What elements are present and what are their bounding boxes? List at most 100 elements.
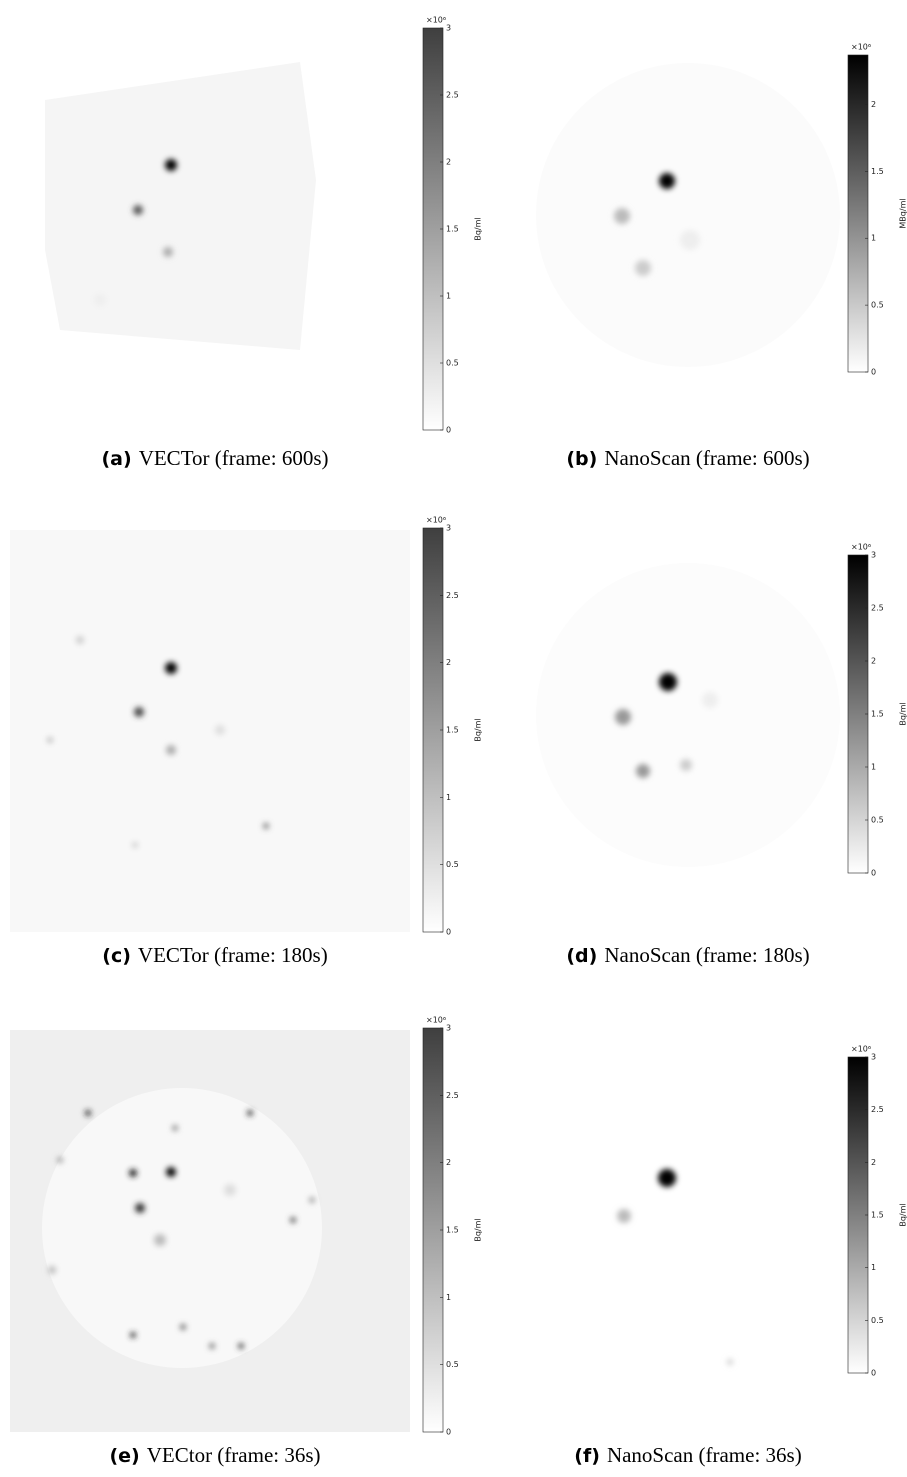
hotspot [615, 709, 631, 725]
colorbar-label: MBq/ml [899, 198, 907, 228]
caption-text: NanoScan (frame: 600s) [604, 446, 809, 470]
hotspot [680, 230, 700, 250]
hotspot [658, 1169, 676, 1187]
scan-image [42, 1088, 322, 1368]
caption-label: (e) [109, 1445, 139, 1467]
colorbar-tick-label: 1 [446, 1293, 451, 1302]
hotspot [133, 205, 143, 215]
hotspot [224, 1184, 236, 1196]
hotspot [130, 1332, 136, 1338]
colorbar-tick-label: 1.5 [446, 225, 459, 234]
colorbar-exponent: ×10⁶ [426, 16, 446, 25]
hotspot [132, 842, 138, 848]
colorbar-tick-label: 3 [446, 1024, 451, 1033]
colorbar-tick-label: 2.5 [446, 591, 459, 600]
colorbar-tick-label: 1.5 [871, 1211, 884, 1220]
colorbar-tick-label: 1.5 [871, 710, 884, 719]
colorbar-tick-label: 0.5 [871, 301, 884, 310]
hotspot [209, 1343, 215, 1349]
colorbar-tick-label: 1.5 [446, 726, 459, 735]
hotspot [154, 1234, 166, 1246]
caption-label: (f) [574, 1445, 600, 1467]
colorbar-exponent: ×10⁶ [851, 43, 871, 52]
colorbar-label: Bq/ml [474, 1218, 483, 1241]
caption: (f) NanoScan (frame: 36s) [574, 1443, 801, 1467]
colorbar-exponent: ×10⁶ [851, 1045, 871, 1054]
colorbar-tick-label: 0.5 [446, 1360, 459, 1369]
colorbar-tick-label: 2.5 [871, 1105, 884, 1114]
caption-text: VECTor (frame: 600s) [139, 446, 329, 470]
hotspot [702, 692, 718, 708]
colorbar-tick-label: 0 [871, 869, 876, 878]
hotspots [47, 159, 733, 1365]
hotspot [614, 208, 630, 224]
colorbar-tick-label: 1 [871, 1263, 876, 1272]
hotspot [48, 1266, 56, 1274]
colorbar-tick-label: 1 [446, 292, 451, 301]
hotspot [180, 1324, 186, 1330]
colorbar-exponent: ×10⁶ [851, 543, 871, 552]
colorbar-tick-label: 2 [871, 657, 876, 666]
hotspot [215, 725, 225, 735]
colorbar-tick-label: 1 [446, 793, 451, 802]
colorbar-tick-label: 1 [871, 234, 876, 243]
caption: (d) NanoScan (frame: 180s) [566, 943, 809, 967]
caption-label: (c) [102, 945, 131, 967]
colorbar-tick-label: 2 [446, 1158, 451, 1167]
hotspot [263, 823, 269, 829]
colorbar-exponent: ×10⁶ [426, 516, 446, 525]
colorbar-tick-label: 2.5 [446, 91, 459, 100]
hotspot [134, 707, 144, 717]
caption-label: (d) [566, 945, 597, 967]
colorbar-tick-label: 1 [871, 763, 876, 772]
caption: (c) VECTor (frame: 180s) [102, 943, 327, 967]
colorbar-tick-label: 2.5 [871, 604, 884, 613]
colorbar-tick-label: 0.5 [446, 359, 459, 368]
hotspot [166, 1167, 176, 1177]
hotspot [165, 159, 177, 171]
colorbar-tick-label: 1.5 [446, 1226, 459, 1235]
colorbar-label: Bq/ml [474, 718, 483, 741]
hotspot [309, 1197, 315, 1203]
colorbar-tick-label: 3 [871, 1053, 876, 1062]
colorbar-tick-label: 0 [446, 1428, 451, 1437]
hotspot [94, 294, 106, 306]
colorbar-tick-label: 2 [871, 1158, 876, 1167]
colorbar-tick-label: 2 [871, 100, 876, 109]
colorbar-tick-label: 0 [446, 928, 451, 937]
colorbar-tick-label: 0.5 [871, 1316, 884, 1325]
caption-text: VECTor (frame: 180s) [138, 943, 328, 967]
colorbar-tick-label: 0 [871, 368, 876, 377]
hotspot [47, 737, 53, 743]
caption: (e) VECtor (frame: 36s) [109, 1443, 320, 1467]
hotspot [635, 260, 651, 276]
colorbar-label: Bq/ml [899, 1203, 907, 1226]
hotspot [172, 1125, 178, 1131]
hotspot [166, 745, 176, 755]
hotspot [659, 173, 675, 189]
caption-text: VECtor (frame: 36s) [147, 1443, 321, 1467]
scan-image [536, 563, 840, 867]
caption-label: (a) [101, 448, 131, 470]
colorbar-label: Bq/ml [899, 702, 907, 725]
hotspot [659, 673, 677, 691]
caption-text: NanoScan (frame: 180s) [604, 943, 809, 967]
hotspot [85, 1110, 91, 1116]
colorbar-tick-label: 3 [871, 551, 876, 560]
caption-label: (b) [566, 448, 597, 470]
hotspot [617, 1209, 631, 1223]
scan-image [45, 62, 316, 350]
colorbar-tick-label: 1.5 [871, 167, 884, 176]
colorbar-tick-label: 0.5 [871, 816, 884, 825]
hotspot [135, 1203, 145, 1213]
colorbar-tick-label: 2 [446, 158, 451, 167]
colorbar-label: Bq/ml [474, 217, 483, 240]
hotspot [247, 1110, 253, 1116]
colorbar [847, 54, 869, 373]
hotspot [163, 247, 173, 257]
hotspot [636, 764, 650, 778]
hotspot [76, 636, 84, 644]
hotspot [129, 1169, 137, 1177]
colorbar-tick-label: 3 [446, 524, 451, 533]
